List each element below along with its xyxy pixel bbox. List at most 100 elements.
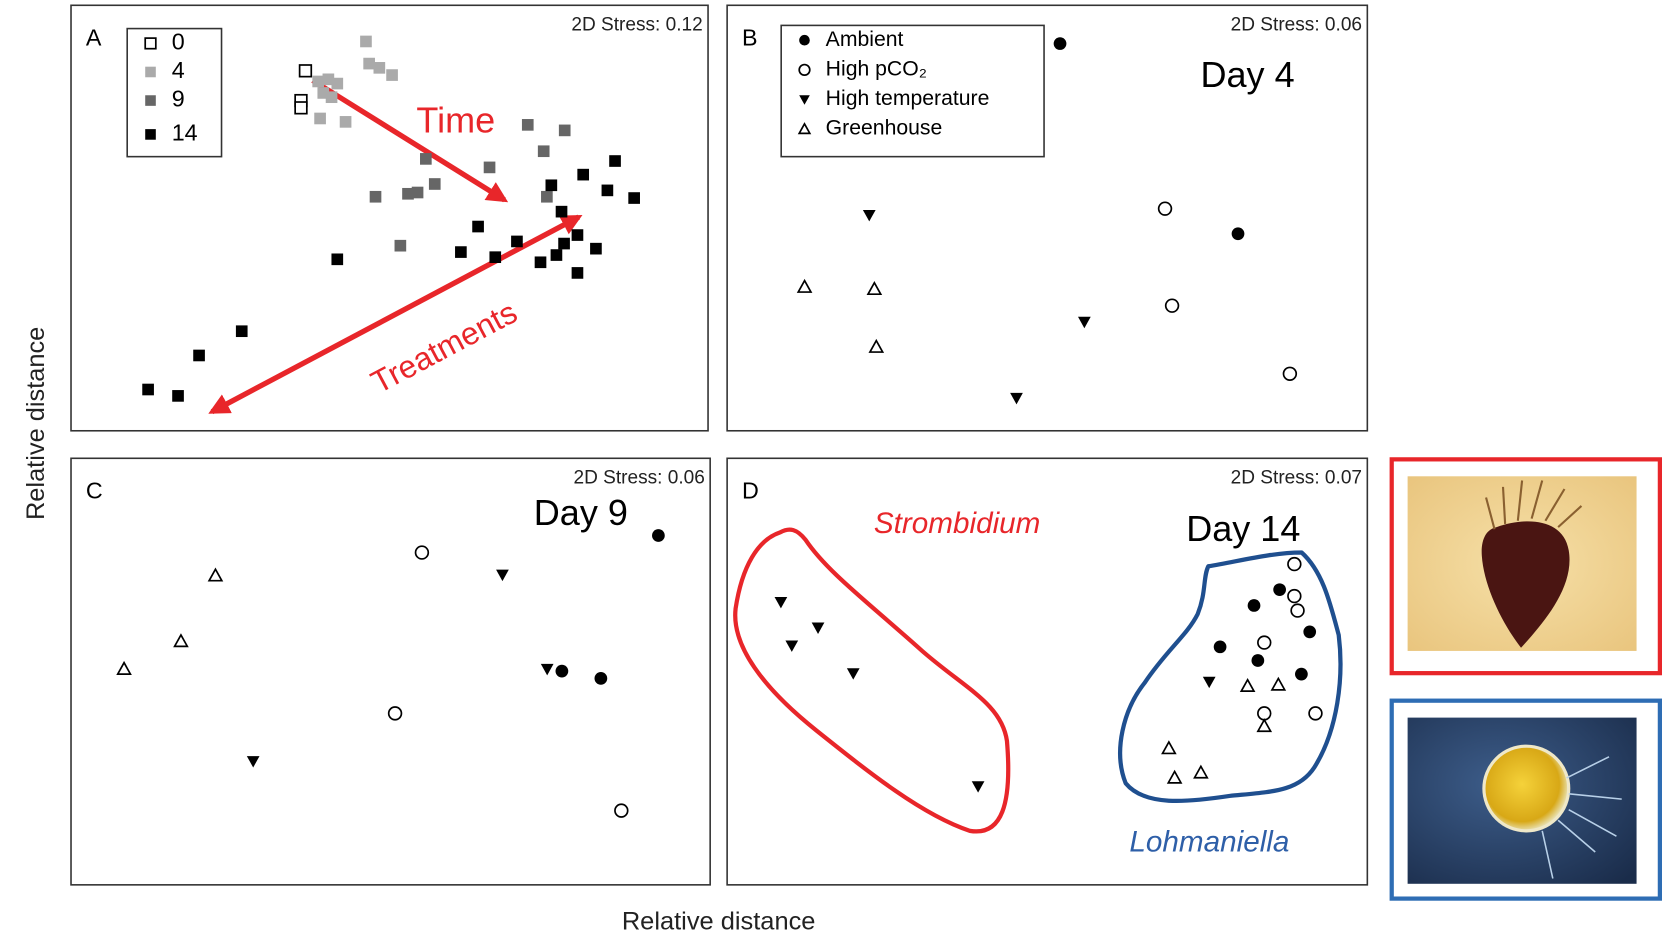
panel-label: B [742,24,758,50]
data-point [1272,678,1285,689]
data-point [559,125,571,137]
data-point [363,58,375,70]
cell-body [1484,746,1569,831]
panel: C2D Stress: 0.06Day 9 [71,458,710,885]
legend-marker [145,129,156,140]
photo-strombidium [1392,459,1660,673]
data-point [247,756,260,767]
stress-label: 2D Stress: 0.06 [573,467,704,488]
data-point [1288,558,1301,571]
photo-lohmaniella [1392,701,1660,899]
data-point [511,236,523,248]
data-point [340,116,352,128]
legend-label: 14 [172,120,198,146]
panel-label: A [86,24,102,50]
data-point [798,281,811,292]
legend-marker [799,65,810,76]
data-point [572,267,584,279]
legend-label: High temperature [826,87,990,110]
data-point [556,206,568,218]
data-point [193,350,205,362]
panel-label: D [742,477,759,503]
legend-marker [145,38,156,49]
data-point [395,240,407,252]
data-point [535,256,547,268]
data-point [1168,771,1181,782]
data-point [118,663,131,674]
data-point [1159,202,1172,215]
data-point [209,569,222,580]
data-point [652,529,665,542]
data-point [314,113,326,125]
data-point [300,65,312,77]
data-point [812,623,825,634]
data-point [142,384,154,396]
data-point [522,119,534,131]
data-point [847,668,860,679]
data-point [331,78,343,90]
legend-label: 4 [172,57,185,83]
data-point [175,635,188,646]
data-point [1248,599,1261,612]
legend-marker [145,95,156,106]
legend-label: High pCO₂ [826,57,927,80]
data-point [775,597,788,608]
data-point [1258,636,1271,649]
stress-label: 2D Stress: 0.06 [1231,14,1362,35]
data-point [546,179,558,191]
data-point [1251,654,1264,667]
data-point [541,191,553,203]
y-axis-label: Relative distance [22,327,50,520]
data-point [496,570,509,581]
data-point [556,665,569,678]
data-point [615,804,628,817]
data-point [628,192,640,204]
data-point [360,36,372,48]
data-point [489,251,501,263]
data-point [455,246,467,258]
data-point [312,76,324,88]
data-point [1166,299,1179,312]
data-point [295,102,307,114]
data-point [386,69,398,81]
data-point [389,707,402,720]
stress-label: 2D Stress: 0.07 [1231,467,1362,488]
data-point [1232,227,1245,240]
data-point [472,221,484,233]
data-point [1288,590,1301,603]
data-point [484,162,496,174]
x-axis-label: Relative distance [622,908,816,936]
annotation: Strombidium [874,507,1040,540]
annotation: Day 9 [534,492,628,533]
legend-label: 0 [172,29,185,55]
data-point [1195,766,1208,777]
data-point [1273,583,1286,596]
data-point [868,283,881,294]
data-point [602,185,614,197]
data-point [1054,37,1067,50]
stress-label: 2D Stress: 0.12 [571,14,702,35]
data-point [370,191,382,203]
data-point [785,640,798,651]
data-point [1078,317,1091,328]
data-point [172,390,184,402]
data-point [1010,393,1023,404]
data-point [1303,626,1316,639]
data-point [1214,640,1227,653]
data-point [1163,742,1176,753]
data-point [1309,707,1322,720]
data-point [1284,367,1297,380]
data-point [420,153,432,165]
data-point [1258,720,1271,731]
data-point [1258,707,1271,720]
annotation: Lohmaniella [1129,825,1289,858]
legend-marker [145,67,156,78]
annotation: Treatments [365,294,523,401]
data-point [551,249,563,261]
data-point [412,187,424,199]
data-point [1295,668,1308,681]
data-point [595,672,608,685]
legend-label: Greenhouse [826,117,943,140]
lohmaniella-hull [1120,552,1340,800]
